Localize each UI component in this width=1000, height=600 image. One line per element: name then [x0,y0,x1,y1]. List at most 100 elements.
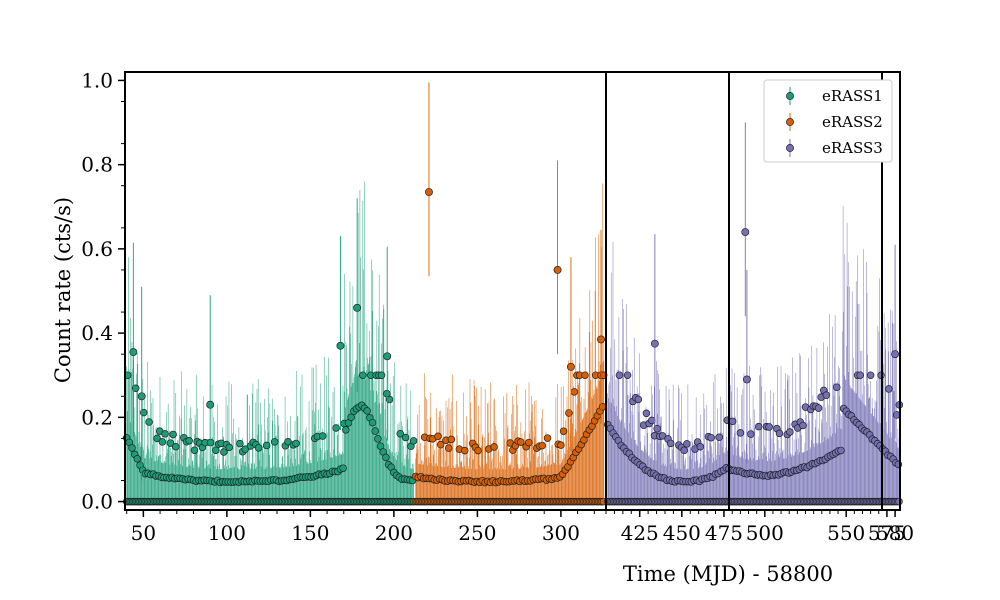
data-point [642,409,651,418]
x-tick-label: 200 [375,521,413,545]
data-point [359,371,367,379]
x-tick-label: 100 [208,521,246,545]
plot-area [122,82,904,506]
data-point [538,441,546,450]
data-point [683,440,691,448]
data-point [401,433,410,442]
x-tick-label: 475 [705,521,743,545]
x-tick-label: 580 [876,521,914,545]
data-point [161,430,169,438]
x-tick-label: 250 [458,521,496,545]
legend-label: eRASS1 [822,87,883,105]
data-point [460,446,469,455]
outlier-points [129,82,900,489]
data-point [885,385,893,393]
data-point [623,371,632,379]
x-axis-label: Time (MJD) - 58800 [623,562,833,586]
legend-entries: eRASS1 eRASS2 eRASS3 [786,87,883,157]
data-point [318,432,327,440]
data-point-outlier [650,339,659,348]
data-point [581,371,589,379]
data-point [270,438,279,446]
data-point [728,417,737,426]
legend-box [763,79,893,163]
data-point-outlier [206,400,215,409]
data-point [385,395,394,404]
data-point [786,428,794,436]
data-point [754,422,763,431]
data-point-outlier [891,350,900,359]
data-point [166,439,175,447]
legend-marker [786,92,794,100]
data-point [434,432,442,441]
data-point [339,464,347,472]
data-point [557,441,565,449]
x-tick-label: 575 [868,521,906,545]
x-tick-label: 300 [542,521,580,545]
data-point [444,444,453,452]
series-eRASS1-errorbars [126,181,414,502]
data-point [236,439,244,448]
data-point [447,435,456,444]
x-tick-label: 150 [291,521,329,545]
data-point [490,443,498,451]
data-point [814,404,823,412]
data-point [292,439,300,448]
data-point [368,418,377,427]
data-point-outlier [353,303,362,312]
y-axis-label: Count rate (cts/s) [51,197,75,383]
data-point [648,416,656,425]
data-point-outlier [137,392,146,401]
data-point [158,438,167,446]
legend-marker [786,144,794,152]
data-point [634,395,643,404]
data-point [666,439,675,448]
data-point [374,435,382,443]
zero-rate-points [122,497,903,506]
panel-frame-4 [881,71,901,511]
x-tick-label: 50 [131,521,156,545]
data-point [347,413,355,421]
data-point [371,427,379,435]
data-point [185,436,193,445]
legend-label: eRASS3 [822,139,883,157]
data-point [736,429,745,437]
data-point [172,443,180,451]
y-tick-label: 0.8 [81,153,113,177]
data-point-outlier [741,228,750,236]
legend-marker [786,118,794,126]
data-point [517,438,525,446]
y-tick-label: 0.2 [81,405,113,429]
data-point [212,446,220,454]
data-point [775,429,784,438]
data-point-outlier [129,348,138,357]
data-point [241,445,249,453]
data-point [363,407,371,415]
data-point-outlier [566,362,575,371]
data-point [570,388,579,396]
data-point [409,437,418,445]
y-tick-label: 1.0 [81,68,113,92]
data-point [474,446,482,455]
series-eRASS1-points [122,371,418,487]
data-point-outlier [597,335,605,344]
series-eRASS3-errorbars [607,205,900,502]
data-point [707,433,715,442]
data-point [190,446,199,454]
y-tick-label: 0.6 [81,237,113,261]
data-point [653,425,661,433]
data-point [332,424,340,432]
data-point [153,434,161,443]
data-point [396,429,404,438]
y-tick-label: 0.4 [81,321,113,345]
data-point [765,423,773,431]
data-point [133,455,142,463]
data-point [856,371,864,379]
data-point [866,371,875,379]
data-point-outlier [383,352,392,361]
data-point [382,453,390,462]
data-point [615,371,624,379]
data-point [696,442,705,451]
